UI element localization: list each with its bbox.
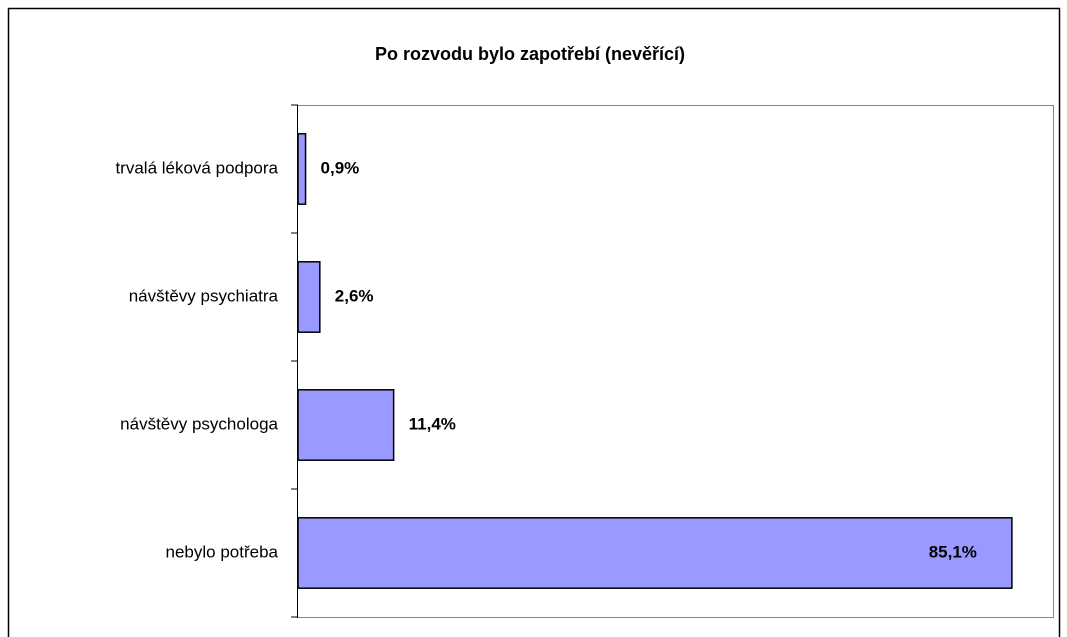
- y-tick-label: trvalá léková podpora: [115, 158, 278, 177]
- bar: [297, 133, 307, 205]
- data-label: 85,1%: [929, 542, 977, 561]
- y-tick-label: návštěvy psychiatra: [129, 286, 279, 305]
- data-label: 11,4%: [409, 414, 456, 433]
- chart-title: Po rozvodu bylo zapotřebí (nevěřící): [375, 44, 685, 64]
- bar: [297, 389, 395, 461]
- y-tick-label: návštěvy psychologa: [120, 414, 278, 433]
- bar: [297, 517, 1013, 589]
- y-tick-label: nebylo potřeba: [166, 542, 279, 561]
- data-label: 0,9%: [321, 158, 360, 177]
- data-label: 2,6%: [335, 286, 374, 305]
- bar: [297, 261, 321, 333]
